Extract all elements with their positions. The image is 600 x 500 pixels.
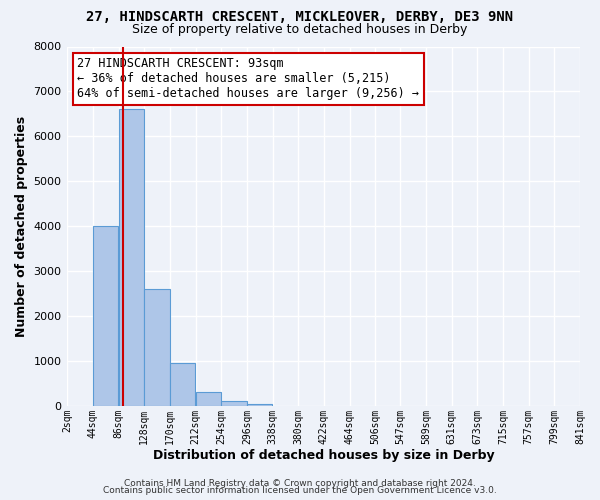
Bar: [93, 226, 118, 406]
Y-axis label: Number of detached properties: Number of detached properties: [15, 116, 28, 337]
Bar: [196, 392, 221, 406]
Text: Contains HM Land Registry data © Crown copyright and database right 2024.: Contains HM Land Registry data © Crown c…: [124, 478, 476, 488]
Text: 27 HINDSCARTH CRESCENT: 93sqm
← 36% of detached houses are smaller (5,215)
64% o: 27 HINDSCARTH CRESCENT: 93sqm ← 36% of d…: [77, 58, 419, 100]
Text: 27, HINDSCARTH CRESCENT, MICKLEOVER, DERBY, DE3 9NN: 27, HINDSCARTH CRESCENT, MICKLEOVER, DER…: [86, 10, 514, 24]
X-axis label: Distribution of detached houses by size in Derby: Distribution of detached houses by size …: [153, 450, 494, 462]
Bar: [247, 404, 272, 406]
Bar: [119, 110, 144, 406]
Bar: [221, 400, 247, 406]
Text: Size of property relative to detached houses in Derby: Size of property relative to detached ho…: [133, 22, 467, 36]
Text: Contains public sector information licensed under the Open Government Licence v3: Contains public sector information licen…: [103, 486, 497, 495]
Bar: [170, 363, 196, 406]
Bar: [145, 289, 170, 406]
